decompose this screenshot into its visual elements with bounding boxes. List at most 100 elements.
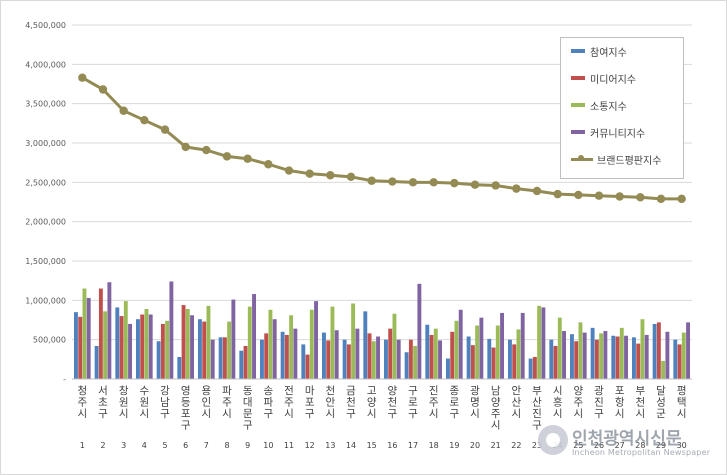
publisher-watermark: 인천광역시신문 Incheon Metropolitan Newspaper: [534, 424, 724, 468]
legend-swatch: [571, 155, 593, 161]
line-marker: [636, 193, 645, 202]
bar: [140, 314, 145, 379]
line-marker: [202, 145, 211, 155]
bar: [466, 336, 471, 379]
rank-label: 6: [183, 441, 188, 450]
bar: [470, 345, 475, 379]
legend-swatch: [571, 49, 585, 53]
bar: [376, 336, 380, 379]
line-marker: [450, 178, 459, 188]
bar: [342, 339, 347, 379]
rank-label: 28: [635, 441, 645, 450]
line-marker: [367, 176, 376, 185]
rank-label: 2: [100, 441, 105, 450]
rank-label: 12: [305, 441, 315, 450]
bar: [119, 316, 124, 379]
bar: [78, 316, 83, 379]
line-marker: [243, 154, 252, 163]
legend-swatch: [571, 103, 585, 107]
y-tick-label: 4,000,000: [25, 60, 66, 69]
bar: [202, 321, 207, 379]
bar: [553, 345, 558, 379]
bar: [165, 320, 170, 379]
bar: [549, 339, 554, 379]
bar: [243, 345, 248, 379]
bar: [479, 317, 484, 379]
bar: [160, 323, 165, 379]
bar: [578, 322, 583, 379]
bar: [206, 305, 211, 379]
bar: [346, 344, 351, 379]
bar: [177, 356, 182, 379]
bar: [351, 303, 356, 379]
bar: [475, 325, 480, 379]
rank-label: 7: [204, 441, 209, 450]
bar: [404, 352, 409, 379]
bar: [268, 309, 273, 379]
x-axis: 청 주 시 1 서 초 구 2 창 원 시 3 수 원 시 4 강 남 구 5 영 등 포 구 6 용 인 시 7 파 주 시 8 동 대 문 구 9 송 파…: [72, 378, 692, 450]
line-marker: [388, 177, 397, 186]
bar: [450, 331, 455, 379]
rank-label: 22: [511, 441, 521, 450]
legend-item-participation: 참여지수: [571, 44, 627, 59]
line-marker: [574, 190, 583, 200]
bar: [446, 358, 450, 379]
line-marker: [305, 169, 314, 178]
bar: [413, 345, 418, 379]
rank-label: 29: [656, 441, 666, 450]
bar: [656, 322, 661, 379]
y-tick-label: 1,000,000: [25, 296, 66, 305]
line-marker: [656, 194, 666, 204]
y-tick-label: 2,500,000: [25, 178, 66, 187]
bar: [611, 335, 616, 379]
bar: [425, 324, 430, 379]
line-marker: [222, 152, 232, 161]
rank-label: 19: [449, 441, 459, 450]
bar: [652, 323, 657, 379]
rank-label: 26: [594, 441, 604, 450]
line-marker: [429, 178, 438, 187]
rank-label: 14: [346, 441, 356, 450]
rank-label: 15: [367, 441, 377, 450]
bar: [94, 345, 99, 379]
bar: [222, 337, 227, 379]
bar: [640, 319, 645, 379]
legend-item-brand-reputation: 브랜드평판지수: [571, 152, 662, 167]
bar: [227, 321, 232, 379]
bar: [574, 341, 579, 379]
rank-label: 5: [162, 441, 167, 450]
bar: [619, 327, 624, 379]
rank-label: 13: [325, 441, 335, 450]
line-marker: [264, 160, 273, 169]
bar: [190, 315, 194, 379]
y-tick-label: -: [63, 375, 66, 384]
bar: [582, 332, 587, 379]
bar: [615, 336, 620, 379]
bar: [557, 317, 562, 379]
bar: [330, 306, 335, 379]
line-marker: [98, 85, 108, 94]
bar: [144, 308, 149, 379]
legend-label: 브랜드평판지수: [597, 155, 662, 167]
bar: [665, 331, 670, 379]
bar: [594, 339, 599, 379]
y-tick-label: 2,000,000: [25, 218, 66, 227]
rank-label: 27: [615, 441, 625, 450]
bar: [624, 335, 628, 379]
bar: [156, 341, 161, 379]
line-marker: [532, 186, 542, 196]
